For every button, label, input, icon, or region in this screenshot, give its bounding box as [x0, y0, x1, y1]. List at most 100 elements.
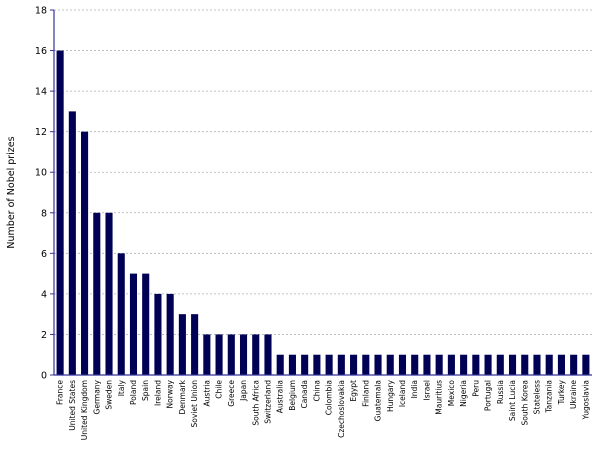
bar [105, 212, 113, 375]
x-tick-label: Stateless [532, 380, 541, 414]
x-tick-label: South Korea [520, 380, 529, 425]
x-tick-label: United States [68, 380, 77, 431]
x-tick-label: Canada [300, 380, 309, 409]
bar [496, 354, 504, 375]
y-tick-label: 12 [35, 127, 47, 138]
x-tick-label: Iceland [398, 380, 407, 407]
bar [178, 314, 186, 375]
x-tick-label: Turkey [557, 379, 566, 405]
bar [570, 354, 578, 375]
x-tick-label: Saint Lucia [508, 380, 517, 421]
bar [288, 354, 296, 375]
bar [93, 212, 101, 375]
y-tick-label: 2 [41, 330, 47, 341]
bar [435, 354, 443, 375]
bar [227, 334, 235, 375]
x-tick-label: Finland [361, 380, 370, 407]
x-tick-label: Peru [471, 380, 480, 397]
x-tick-label: Guatemala [374, 380, 383, 421]
bar [472, 354, 480, 375]
bar [313, 354, 321, 375]
bar [557, 354, 565, 375]
y-tick-label: 0 [41, 371, 47, 382]
x-tick-label: Italy [117, 379, 126, 396]
bar [423, 354, 431, 375]
bar [154, 293, 162, 375]
y-tick-label: 10 [35, 168, 47, 179]
x-tick-label: Hungary [386, 379, 395, 412]
x-tick-label: Greece [227, 380, 236, 407]
bar [301, 354, 309, 375]
x-tick-label: Germany [92, 379, 101, 414]
bar [81, 131, 89, 375]
bar [56, 50, 64, 376]
x-tick-label: Soviet Union [190, 380, 199, 428]
x-tick-label: United Kingdom [80, 380, 89, 440]
bar [117, 253, 125, 375]
x-tick-label: Poland [129, 380, 138, 405]
bar [374, 354, 382, 375]
x-tick-label: Japan [239, 380, 248, 402]
x-tick-label: India [410, 380, 419, 398]
x-tick-label: Sweden [105, 380, 114, 410]
bar [582, 354, 590, 375]
x-tick-label: Ukraine [569, 380, 578, 409]
x-tick-label: Australia [276, 380, 285, 413]
x-tick-label: Belgium [288, 380, 297, 411]
bar [264, 334, 272, 375]
bar [337, 354, 345, 375]
bar [362, 354, 370, 375]
bars [56, 50, 590, 376]
bar [215, 334, 223, 375]
bar [68, 111, 76, 375]
x-tick-label: Chile [215, 380, 224, 399]
x-tick-label: Portugal [484, 380, 493, 411]
x-tick-label: Russia [496, 380, 505, 404]
bar [276, 354, 284, 375]
bar [398, 354, 407, 375]
bar [239, 334, 248, 375]
x-tick-label: Czechoslovakia [337, 380, 346, 438]
y-tick-label: 8 [41, 208, 47, 219]
x-tick-labels: France United States United Kingdom Germany… [56, 379, 591, 440]
bar [521, 354, 529, 375]
y-tick-label: 18 [35, 6, 47, 17]
bar [129, 273, 138, 375]
y-tick-label: 14 [35, 87, 47, 98]
bar [142, 273, 150, 375]
x-tick-label: Austria [202, 380, 211, 407]
x-tick-label: Egypt [349, 380, 358, 402]
bar [350, 354, 358, 375]
bar [411, 354, 419, 375]
bar [325, 354, 333, 375]
y-tick-label: 16 [35, 46, 47, 57]
x-tick-label: Israel [422, 380, 431, 401]
x-tick-label: Ireland [153, 380, 162, 406]
bar [166, 293, 174, 375]
x-tick-label: Tanzania [545, 380, 554, 414]
bar [460, 354, 468, 375]
bar [508, 354, 517, 375]
bar [545, 354, 553, 375]
bar [533, 354, 541, 375]
y-tick-labels: 0 2 4 6 8 10 12 14 16 18 [35, 6, 47, 382]
bar [484, 354, 492, 375]
x-tick-label: France [56, 380, 65, 405]
x-tick-label: Yugoslavia [581, 380, 590, 421]
x-tick-label: China [312, 380, 321, 401]
bar [191, 314, 199, 375]
x-tick-label: Switzerland [263, 380, 272, 424]
y-tick-label: 6 [41, 249, 47, 260]
x-tick-label: Nigeria [459, 380, 468, 407]
x-tick-label: Colombia [325, 380, 334, 415]
axes [50, 9, 592, 376]
bar [252, 334, 260, 375]
x-tick-label: Spain [141, 380, 150, 401]
bar [386, 354, 394, 375]
x-tick-label: Mexico [447, 380, 456, 407]
y-axis-title: Number of Nobel prizes [6, 136, 17, 248]
y-tick-label: 4 [41, 289, 47, 300]
x-tick-label: Denmark [178, 379, 187, 414]
bar [203, 334, 211, 375]
